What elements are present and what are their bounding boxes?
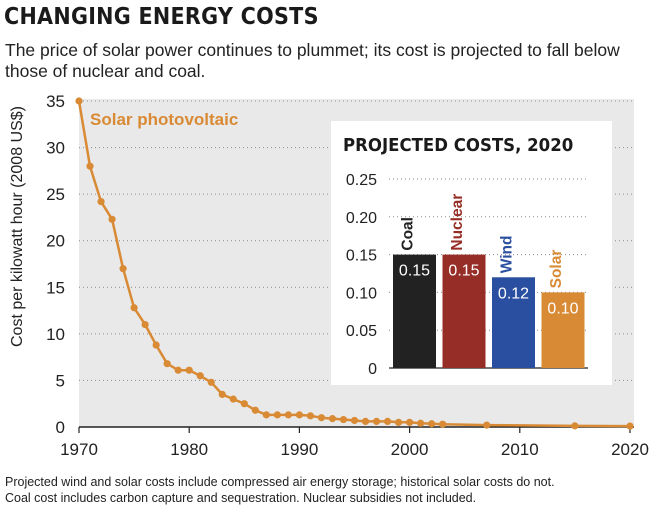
x-tick-label: 2010 <box>501 440 539 459</box>
bar-category-label: Wind <box>499 236 516 274</box>
inset-bar-chart: 0 0.05 0.10 0.15 0.20 0.25 0.15 Coal 0.15 Nuclear… <box>346 172 588 378</box>
bar-value-label: 0.15 <box>448 263 479 280</box>
y-axis-label: Cost per kilowatt hour (2008 US$) <box>9 106 26 347</box>
x-tick-label: 2020 <box>611 440 649 459</box>
y-tick-label: 25 <box>46 185 65 204</box>
x-tick-label: 1970 <box>60 440 98 459</box>
data-point <box>394 418 403 426</box>
footnote: Projected wind and solar costs include c… <box>5 474 655 506</box>
data-point <box>141 320 149 329</box>
data-point <box>383 417 392 426</box>
data-point <box>339 415 348 424</box>
data-point <box>251 406 259 414</box>
series-label: Solar photovoltaic <box>90 110 238 129</box>
y-tick-label: 0 <box>56 418 65 437</box>
bar-solar <box>541 292 585 368</box>
data-point <box>317 414 326 422</box>
bar-value-label: 0.10 <box>547 300 578 317</box>
data-point <box>295 411 303 419</box>
bar-category-label: Coal <box>400 217 417 251</box>
data-point <box>262 411 270 419</box>
y-tick-label: 35 <box>46 92 65 111</box>
inset-chart-title: PROJECTED COSTS, 2020 <box>343 135 574 156</box>
bar-wind <box>492 277 535 368</box>
bar-coal <box>393 254 436 368</box>
footnote-line-1: Projected wind and solar costs include c… <box>5 475 555 489</box>
data-point <box>163 360 171 368</box>
y-tick-label: 15 <box>46 278 65 297</box>
data-point <box>483 421 491 429</box>
data-point <box>428 420 436 428</box>
x-tick-label: 2000 <box>391 440 429 459</box>
data-point <box>417 419 425 427</box>
data-point <box>174 366 182 374</box>
page-title: CHANGING ENERGY COSTS <box>4 4 319 30</box>
inset-y-tick-label: 0.20 <box>346 210 377 227</box>
data-point <box>218 390 226 398</box>
y-tick-label: 30 <box>46 139 65 158</box>
data-point <box>372 417 381 426</box>
bar-value-label: 0.15 <box>399 263 430 280</box>
page-subtitle: The price of solar power continues to pl… <box>5 40 620 81</box>
data-point <box>361 417 370 426</box>
bar-value-label: 0.12 <box>498 285 529 302</box>
inset-y-tick-label: 0.05 <box>346 323 377 340</box>
data-point <box>328 415 337 423</box>
data-point <box>86 162 94 170</box>
bar-category-label: Solar <box>548 250 565 289</box>
data-point <box>273 411 281 419</box>
inset-y-tick-label: 0.15 <box>346 248 377 265</box>
y-tick-label: 5 <box>56 371 65 390</box>
data-point <box>185 366 193 374</box>
data-point <box>75 97 83 105</box>
data-point <box>350 416 359 425</box>
data-point <box>97 197 105 206</box>
data-point <box>240 400 248 408</box>
data-point <box>207 378 215 386</box>
data-point <box>108 215 116 223</box>
data-point <box>196 372 204 380</box>
data-point <box>306 412 315 420</box>
bar-category-label: Nuclear <box>449 194 466 251</box>
data-point <box>406 418 414 426</box>
y-tick-label: 20 <box>46 232 65 251</box>
data-point <box>439 420 447 428</box>
y-tick-label: 10 <box>46 325 65 344</box>
data-point <box>119 265 127 273</box>
x-tick-label: 1990 <box>280 440 318 459</box>
inset-bar-chart-panel: PROJECTED COSTS, 2020 0 0.05 0.10 0.15 0.20 0… <box>331 121 612 385</box>
data-point <box>229 395 237 403</box>
data-point <box>152 341 160 349</box>
x-tick-label: 1980 <box>170 440 208 459</box>
data-point <box>571 422 579 430</box>
data-point <box>284 411 292 419</box>
inset-y-tick-label: 0 <box>368 361 377 378</box>
bar-nuclear <box>442 254 486 368</box>
inset-y-tick-label: 0.25 <box>346 172 377 189</box>
data-point <box>130 304 138 312</box>
footnote-line-2: Coal cost includes carbon capture and se… <box>5 491 477 505</box>
inset-y-tick-label: 0.10 <box>346 285 377 302</box>
data-point <box>626 422 634 430</box>
